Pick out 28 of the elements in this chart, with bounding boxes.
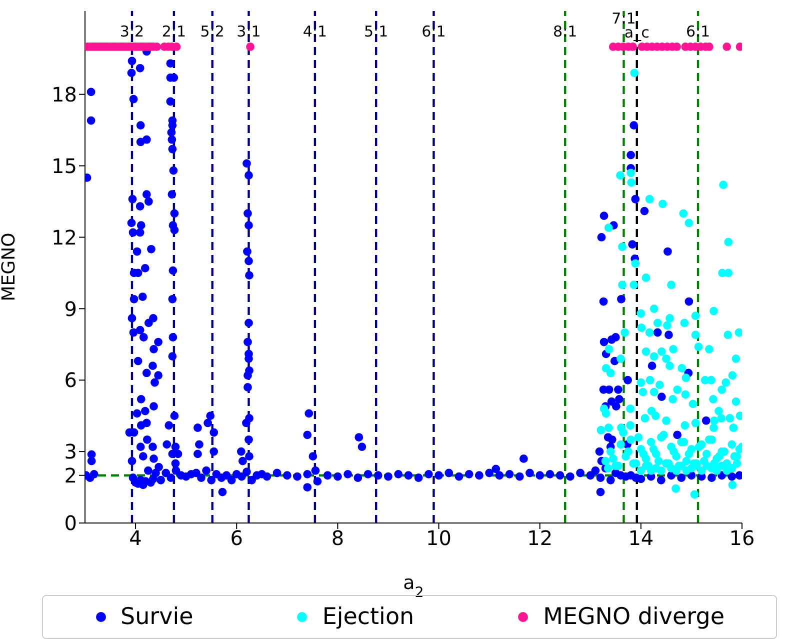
x-tick-label: 12 xyxy=(527,526,553,550)
y-tick-label: 12 xyxy=(52,225,77,250)
y-tick-label: 2 xyxy=(64,463,77,488)
annotation: 5:1 xyxy=(364,22,388,41)
y-axis-title: MEGNO xyxy=(0,232,20,302)
y-tick-label: 15 xyxy=(52,154,77,178)
annotation: 3:1 xyxy=(236,22,261,41)
annotation: 2:1 xyxy=(162,22,186,41)
annotation: 4:1 xyxy=(302,22,328,41)
annotation: 3:2 xyxy=(120,22,144,41)
legend-label: Ejection xyxy=(322,604,414,630)
y-tick-label: 9 xyxy=(64,296,77,321)
annotation: 6:1 xyxy=(422,22,446,41)
y-tick-label: 18 xyxy=(52,82,77,106)
y-tick-label: 6 xyxy=(64,368,77,392)
x-tick-label: 16 xyxy=(729,526,755,550)
annotation: 5:2 xyxy=(200,22,224,41)
x-tick-label: 8 xyxy=(331,526,344,550)
legend-label: Survie xyxy=(120,604,194,630)
annotation: 6:1 xyxy=(686,22,710,41)
annotation: 8:1 xyxy=(553,22,578,41)
x-tick-label: 6 xyxy=(230,526,243,550)
x-tick-label: 14 xyxy=(628,526,654,550)
x-tick-label: 10 xyxy=(426,526,452,550)
y-tick-label: 3 xyxy=(64,440,77,464)
y-tick-label: 0 xyxy=(64,511,77,536)
legend-label: MEGNO diverge xyxy=(543,604,724,630)
x-tick-label: 4 xyxy=(129,526,142,550)
